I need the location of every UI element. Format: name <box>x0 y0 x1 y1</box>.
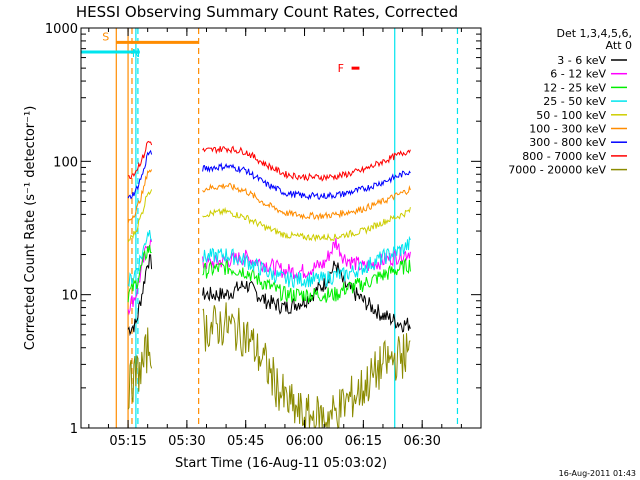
legend-entry-label: 12 - 25 keV <box>543 81 606 94</box>
x-tick-label: 05:30 <box>168 434 205 449</box>
x-tick-label: 06:15 <box>345 434 382 449</box>
series-line <box>127 230 153 288</box>
series-line <box>202 145 411 182</box>
x-tick-label: 06:00 <box>286 434 323 449</box>
chart-title: HESSI Observing Summary Count Rates, Cor… <box>76 3 458 21</box>
timestamp: 16-Aug-2011 01:43 <box>559 469 636 478</box>
series-line <box>127 169 153 224</box>
y-tick-label: 1000 <box>45 22 78 37</box>
x-tick-label: 05:15 <box>109 434 146 449</box>
series-line <box>202 162 411 201</box>
y-tick-label: 100 <box>53 155 78 170</box>
annotation-label: F <box>338 62 344 75</box>
series-line <box>202 302 411 429</box>
x-axis: 05:15 05:30 05:45 06:00 06:15 06:30 <box>88 28 482 449</box>
y-tick-label: 1 <box>70 422 78 437</box>
series-line <box>127 254 153 337</box>
series-lines <box>127 140 411 429</box>
legend-entry-label: 7000 - 20000 keV <box>508 164 606 177</box>
series-line <box>127 149 153 200</box>
legend-entry-label: 50 - 100 keV <box>536 109 606 122</box>
legend-entry-label: 100 - 300 keV <box>529 123 606 136</box>
series-line <box>202 182 411 221</box>
series-line <box>202 235 411 289</box>
annotation-label: N <box>132 47 140 60</box>
legend-entry-label: 6 - 12 keV <box>550 68 606 81</box>
annotations: S N F <box>81 30 360 75</box>
series-line <box>127 189 153 243</box>
legend-entry-label: 800 - 7000 keV <box>522 150 606 163</box>
series-line <box>202 206 411 243</box>
annotation-label: S <box>102 30 109 43</box>
y-axis-label: Corrected Count Rate (s⁻¹ detector⁻¹) <box>23 106 38 351</box>
y-axis: 1 10 100 1000 <box>45 22 481 437</box>
vertical-markers <box>115 28 459 428</box>
series-line <box>128 140 153 180</box>
series-line <box>202 258 411 303</box>
legend-entry-label: 300 - 800 keV <box>529 136 606 149</box>
legend-entry-label: 25 - 50 keV <box>543 95 606 108</box>
series-line <box>127 327 153 410</box>
legend-entry-label: 3 - 6 keV <box>557 54 606 67</box>
legend-title: Att 0 <box>606 39 632 52</box>
x-axis-label: Start Time (16-Aug-11 05:03:02) <box>175 456 387 471</box>
y-tick-label: 10 <box>61 289 78 304</box>
plot-frame <box>80 27 482 429</box>
x-tick-label: 05:45 <box>227 434 264 449</box>
x-tick-label: 06:30 <box>403 434 440 449</box>
legend-title: Det 1,3,4,5,6, <box>556 27 632 40</box>
series-line <box>202 260 411 333</box>
